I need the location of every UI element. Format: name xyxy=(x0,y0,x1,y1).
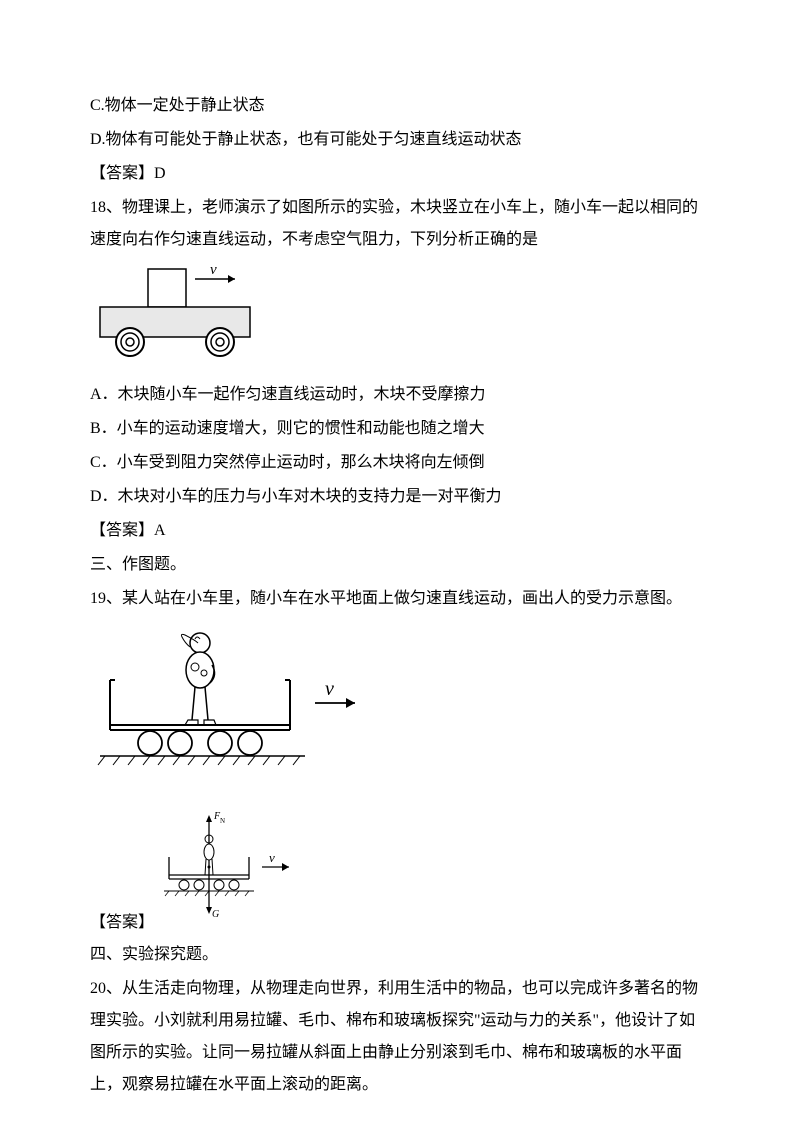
answer-value: A xyxy=(154,522,166,539)
section-4-title: 四、实验探究题。 xyxy=(90,939,704,971)
svg-text:v: v xyxy=(325,678,334,700)
force-diagram-figure: F N xyxy=(154,807,304,934)
section-3-title: 三、作图题。 xyxy=(90,549,704,581)
person-cart-figure: v xyxy=(90,625,704,792)
answer-label: 【答案】 xyxy=(90,165,154,182)
answer-19-row: 【答案】 F N xyxy=(90,802,704,939)
q18-option-d: D．木块对小车的压力与小车对木块的支持力是一对平衡力 xyxy=(90,481,704,513)
svg-text:v: v xyxy=(269,850,275,865)
question-18: 18、物理课上，老师演示了如图所示的实验，木块竖立在小车上，随小车一起以相同的速… xyxy=(90,192,704,256)
force-diagram-svg: F N xyxy=(154,807,304,922)
cart-figure: v xyxy=(90,264,704,371)
q18-option-a: A．木块随小车一起作匀速直线运动时，木块不受摩擦力 xyxy=(90,379,704,411)
person-cart-svg: v xyxy=(90,625,370,780)
option-c: C.物体一定处于静止状态 xyxy=(90,90,704,122)
q18-option-b: B．小车的运动速度增大，则它的惯性和动能也随之增大 xyxy=(90,413,704,445)
answer-18: 【答案】A xyxy=(90,515,704,547)
answer-17: 【答案】D xyxy=(90,158,704,190)
answer-value: D xyxy=(154,165,166,182)
svg-text:N: N xyxy=(220,817,225,825)
question-19: 19、某人站在小车里，随小车在水平地面上做匀速直线运动，画出人的受力示意图。 xyxy=(90,583,704,615)
q18-option-c: C．小车受到阻力突然停止运动时，那么木块将向左倾倒 xyxy=(90,447,704,479)
svg-text:G: G xyxy=(212,909,219,920)
answer-label: 【答案】 xyxy=(90,522,154,539)
option-d: D.物体有可能处于静止状态，也有可能处于匀速直线运动状态 xyxy=(90,124,704,156)
cart-svg: v xyxy=(90,264,270,359)
svg-text:v: v xyxy=(210,264,217,278)
answer-19-label: 【答案】 xyxy=(90,907,154,939)
question-20: 20、从生活走向物理，从物理走向世界，利用生活中的物品，也可以完成许多著名的物理… xyxy=(90,973,704,1101)
